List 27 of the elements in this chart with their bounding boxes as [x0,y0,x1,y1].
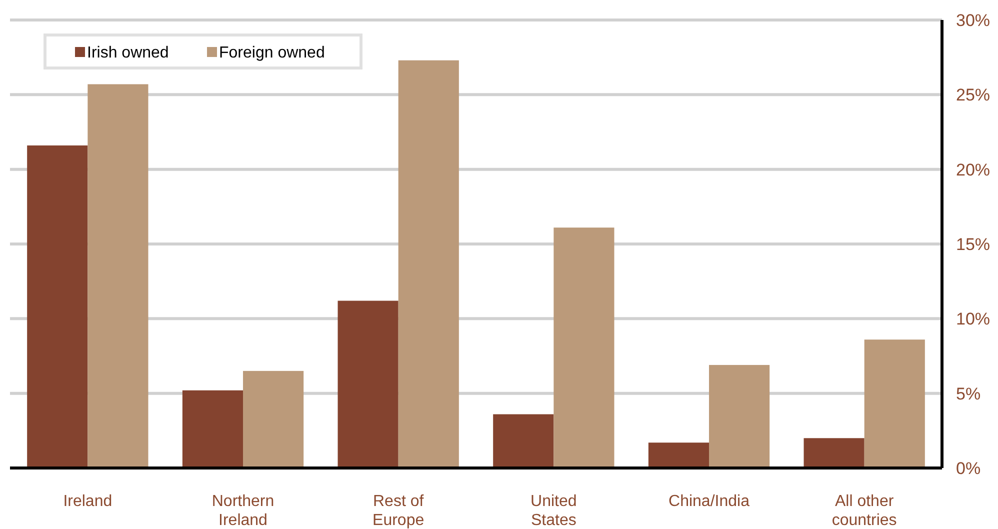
bar [243,370,304,468]
y-tick-label: 25% [956,86,990,105]
bar [88,84,148,468]
y-tick-label: 15% [956,234,990,254]
legend-label: Irish owned [87,44,169,62]
bar [182,390,243,468]
y-tick-label: 10% [956,310,990,329]
bar [648,442,709,468]
x-tick-label: All other countries [832,493,897,529]
y-tick-label: 0% [956,458,981,478]
x-tick-label: Ireland [63,493,112,510]
y-tick-label: 30% [956,10,990,30]
bar [493,414,554,468]
bar [338,300,398,468]
bar [398,60,459,468]
bar [27,145,88,468]
bar [804,438,864,468]
x-tick-label: Northern Ireland [212,493,274,529]
x-tick-label: China/India [668,493,750,510]
bar [864,340,925,468]
x-tick-label: United States [530,493,577,529]
legend-label: Foreign owned [219,44,325,62]
bar [709,364,770,468]
y-tick-label: 5% [956,384,981,404]
bar [554,228,614,468]
x-tick-label: Rest of Europe [372,493,424,529]
y-tick-label: 20% [956,160,990,180]
